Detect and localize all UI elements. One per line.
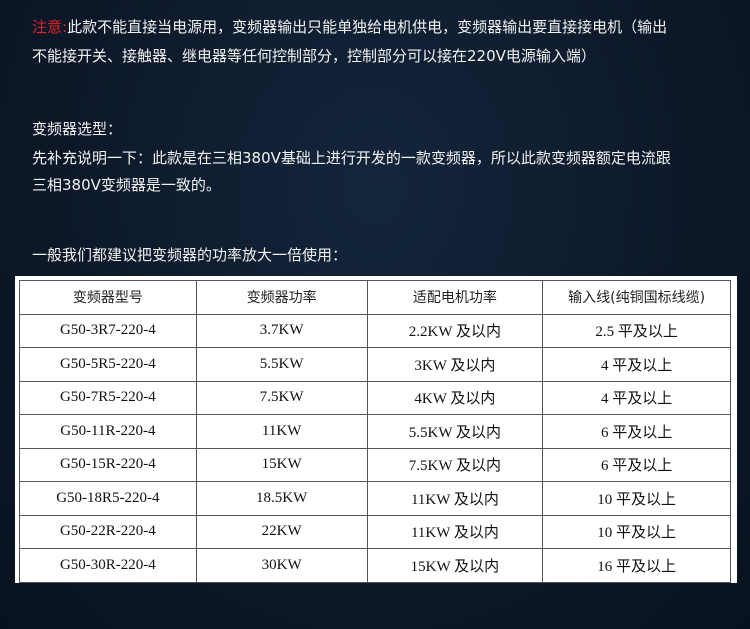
table-cell: 22KW [195,514,368,549]
table-header-cell: 变频器型号 [19,280,197,315]
table-cell: G50-7R5-220-4 [19,380,197,415]
notice-line-1: 注意:此款不能直接当电源用，变频器输出只能单独给电机供电，变频器输出要直接接电机… [32,14,667,40]
table-cell: 11KW 及以内 [366,514,544,549]
table-cell: 7.5KW [195,380,368,415]
table-cell: 6 平及以上 [542,414,731,449]
spec-table: 变频器型号 变频器功率 适配电机功率 输入线(纯铜国标线缆) G50-3R7-220-4… [19,280,731,583]
table-header-cell: 变频器功率 [195,280,368,315]
table-row: G50-11R-220-4 11KW 5.5KW 及以内 6 平及以上 [19,414,731,449]
table-cell: 16 平及以上 [542,548,731,583]
selection-line-1: 先补充说明一下：此款是在三相380V基础上进行开发的一款变频器，所以此款变频器额… [32,149,671,167]
table-header-row: 变频器型号 变频器功率 适配电机功率 输入线(纯铜国标线缆) [19,280,731,315]
table-cell: 11KW [195,414,368,449]
table-cell: 10 平及以上 [542,514,731,549]
table-cell: 2.2KW 及以内 [366,313,544,348]
table-cell: 2.5 平及以上 [542,313,731,348]
table-row: G50-18R5-220-4 18.5KW 11KW 及以内 10 平及以上 [19,481,731,516]
table-row: G50-30R-220-4 30KW 15KW 及以内 16 平及以上 [19,548,731,583]
table-cell: 11KW 及以内 [366,481,544,516]
table-row: G50-3R7-220-4 3.7KW 2.2KW 及以内 2.5 平及以上 [19,313,731,348]
table-cell: 6 平及以上 [542,447,731,482]
table-cell: 15KW [195,447,368,482]
table-row: G50-7R5-220-4 7.5KW 4KW 及以内 4 平及以上 [19,380,731,415]
table-cell: 18.5KW [195,481,368,516]
table-cell: G50-18R5-220-4 [19,481,197,516]
recommendation-text: 一般我们都建议把变频器的功率放大一倍使用： [32,246,348,264]
table-cell: 3.7KW [195,313,368,348]
table-row: G50-22R-220-4 22KW 11KW 及以内 10 平及以上 [19,514,731,549]
notice-label: 注意: [32,18,68,36]
table-cell: G50-30R-220-4 [19,548,197,583]
table-cell: G50-15R-220-4 [19,447,197,482]
table-cell: 7.5KW 及以内 [366,447,544,482]
selection-title: 变频器选型： [32,120,123,138]
table-row: G50-15R-220-4 15KW 7.5KW 及以内 6 平及以上 [19,447,731,482]
table-row: G50-5R5-220-4 5.5KW 3KW 及以内 4 平及以上 [19,347,731,382]
table-cell: 4 平及以上 [542,380,731,415]
table-cell: 15KW 及以内 [366,548,544,583]
table-cell: G50-3R7-220-4 [19,313,197,348]
table-cell: G50-11R-220-4 [19,414,197,449]
selection-line-2: 三相380V变频器是一致的。 [32,176,221,194]
notice-line-2: 不能接开关、接触器、继电器等任何控制部分，控制部分可以接在220V电源输入端） [32,47,596,65]
table-header-cell: 适配电机功率 [366,280,544,315]
table-cell: 3KW 及以内 [366,347,544,382]
table-cell: 10 平及以上 [542,481,731,516]
table-cell: 5.5KW [195,347,368,382]
table-cell: G50-22R-220-4 [19,514,197,549]
table-cell: 4KW 及以内 [366,380,544,415]
table-cell: 4 平及以上 [542,347,731,382]
table-cell: G50-5R5-220-4 [19,347,197,382]
table-cell: 30KW [195,548,368,583]
notice-text-1: 此款不能直接当电源用，变频器输出只能单独给电机供电，变频器输出要直接接电机（输出 [67,18,668,36]
table-header-cell: 输入线(纯铜国标线缆) [542,280,731,315]
spec-table-container: 变频器型号 变频器功率 适配电机功率 输入线(纯铜国标线缆) G50-3R7-220-4… [15,276,737,583]
table-cell: 5.5KW 及以内 [366,414,544,449]
